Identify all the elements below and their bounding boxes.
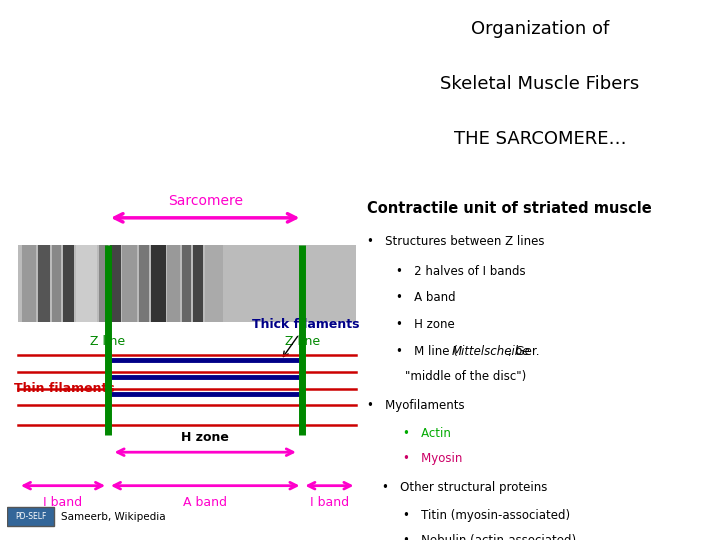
Text: Sameerb, Wikipedia: Sameerb, Wikipedia (61, 512, 166, 522)
Text: •   2 halves of I bands: • 2 halves of I bands (396, 265, 526, 278)
Bar (22, 245, 36, 322)
Bar (167, 245, 180, 322)
Bar (151, 245, 166, 322)
Text: •   Myosin: • Myosin (403, 452, 462, 465)
Bar (192, 245, 203, 322)
Bar (76, 245, 97, 322)
Bar (37, 245, 50, 322)
Text: "middle of the disc"): "middle of the disc") (405, 370, 526, 383)
Bar (110, 245, 121, 322)
Text: Contractile unit of striated muscle: Contractile unit of striated muscle (367, 201, 652, 216)
Text: •   A band: • A band (396, 292, 456, 305)
Text: •   Structures between Z lines: • Structures between Z lines (367, 234, 545, 247)
Text: Z line: Z line (285, 335, 320, 348)
Text: Mittelscheibe: Mittelscheibe (452, 345, 531, 358)
Text: Skeletal Muscle Fibers: Skeletal Muscle Fibers (441, 75, 639, 93)
Text: Thick filaments: Thick filaments (252, 318, 359, 356)
Text: , Ger.: , Ger. (508, 345, 539, 358)
Text: Thin filaments: Thin filaments (14, 382, 115, 395)
Text: •   M line (: • M line ( (396, 345, 458, 358)
Text: A band: A band (183, 496, 228, 509)
Text: I band: I band (43, 496, 83, 509)
Text: H zone: H zone (181, 431, 229, 444)
Bar (18, 245, 356, 322)
Text: •   H zone: • H zone (396, 318, 455, 331)
Text: •   Other structural proteins: • Other structural proteins (382, 481, 547, 494)
Bar (63, 245, 73, 322)
Text: •   Titin (myosin-associated): • Titin (myosin-associated) (403, 509, 570, 522)
Bar (138, 245, 150, 322)
Bar (7, 508, 54, 526)
Bar (99, 245, 108, 322)
Text: •   Actin: • Actin (403, 427, 451, 440)
Text: •   Myofilaments: • Myofilaments (367, 399, 465, 411)
Bar (122, 245, 137, 322)
Bar (181, 245, 191, 322)
Text: THE SARCOMERE…: THE SARCOMERE… (454, 130, 626, 148)
Text: PD-SELF: PD-SELF (15, 512, 46, 521)
Text: •   Nebulin (actin-associated): • Nebulin (actin-associated) (403, 534, 576, 540)
Text: I band: I band (310, 496, 349, 509)
Text: Organization of: Organization of (471, 20, 609, 38)
Text: Z line: Z line (91, 335, 125, 348)
Bar (205, 245, 223, 322)
Bar (53, 245, 61, 322)
Text: Sarcomere: Sarcomere (168, 194, 243, 208)
